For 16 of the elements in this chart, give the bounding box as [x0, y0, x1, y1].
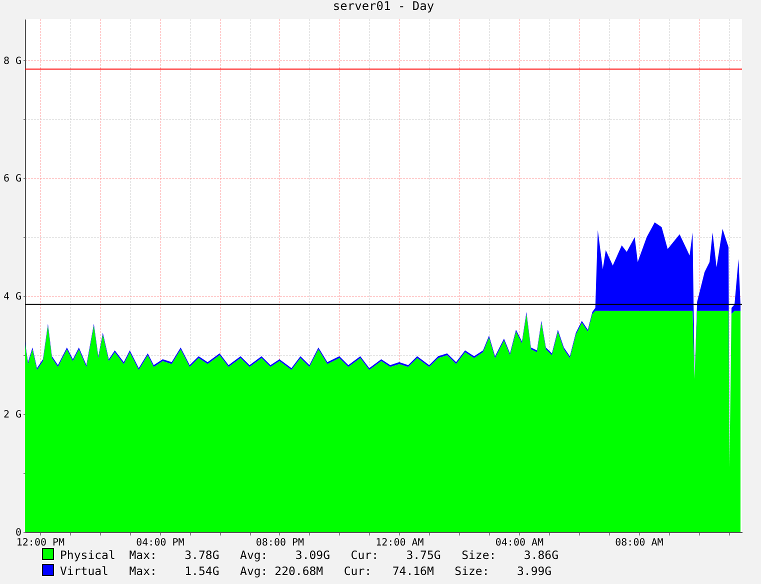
x-tick-label: 04:00 PM — [136, 538, 184, 548]
x-tick-label: 12:00 PM — [16, 538, 65, 548]
x-tick-label: 12:00 AM — [376, 538, 424, 548]
x-tick-label: 08:00 PM — [256, 538, 304, 548]
text: Max: 3.78G Avg: 3.09G Cur: 3.75G Size: 3.86G — [129, 548, 559, 562]
x-tick-label: 04:00 AM — [495, 538, 544, 548]
legend-label: Virtual — [60, 564, 110, 578]
y-tick-label: 8 G — [3, 56, 22, 67]
chart-title: server01 - Day — [332, 0, 434, 13]
y-tick-label: 6 G — [3, 174, 22, 185]
y-tick-label: 2 G — [3, 410, 22, 421]
y-tick-label: 4 G — [3, 292, 22, 303]
x-tick-label: 08:00 AM — [615, 538, 664, 548]
legend-label: Physical — [60, 548, 116, 562]
y-tick-label: 0 — [15, 528, 22, 538]
text: Max: 1.54G Avg: 220.68M Cur: 74.16M Size: 3.99G — [129, 564, 552, 578]
